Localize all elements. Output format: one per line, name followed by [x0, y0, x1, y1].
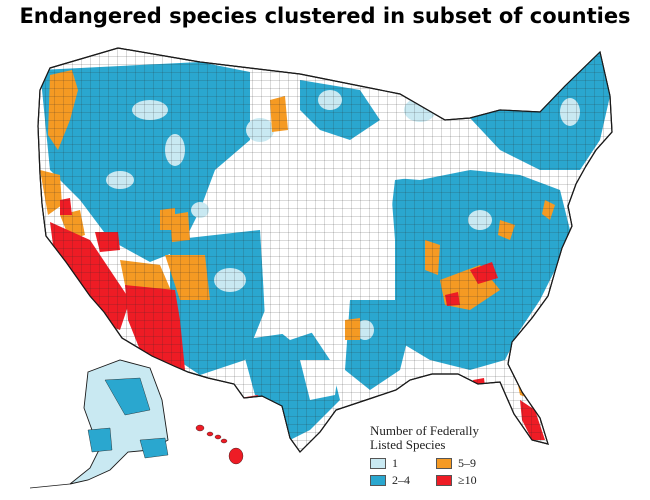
map-svg: [29, 47, 613, 489]
legend-label-five-to-nine: 5–9: [458, 456, 476, 470]
legend-swatch-five-to-nine: [436, 457, 452, 469]
legend-item-one: 1: [370, 456, 434, 470]
legend-title-line1: Number of Federally: [370, 423, 480, 438]
legend-swatch-one: [370, 457, 386, 469]
legend-item-ten-plus: ≥10: [436, 473, 500, 487]
legend-swatch-ten-plus: [436, 474, 452, 486]
legend-title-line2: Listed Species: [370, 437, 446, 452]
legend-item-five-to-nine: 5–9: [436, 456, 500, 470]
legend-swatch-two-to-four: [370, 474, 386, 486]
us-county-map: [0, 34, 650, 500]
legend-item-two-to-four: 2–4: [370, 473, 434, 487]
hawaii: [195, 424, 244, 465]
map-title: Endangered species clustered in subset o…: [19, 4, 631, 28]
legend-title: Number of Federally Listed Species: [370, 424, 510, 452]
legend-items: 1 5–9 2–4 ≥10: [370, 456, 510, 487]
legend-label-two-to-four: 2–4: [392, 473, 410, 487]
alaska: [29, 359, 169, 489]
legend-label-ten-plus: ≥10: [458, 473, 477, 487]
legend-label-one: 1: [392, 456, 398, 470]
map-legend: Number of Federally Listed Species 1 5–9…: [370, 424, 510, 487]
